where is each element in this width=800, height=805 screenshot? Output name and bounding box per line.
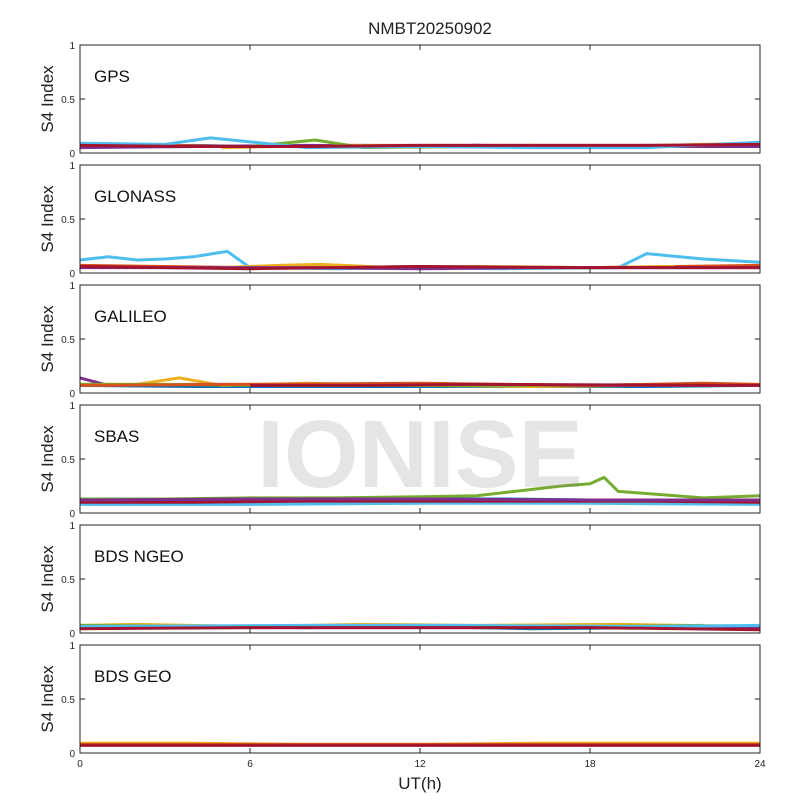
panel-label: BDS NGEO <box>94 547 184 566</box>
y-axis-label: S4 Index <box>38 665 57 733</box>
series-line <box>79 623 761 628</box>
y-axis-label: S4 Index <box>38 425 57 493</box>
x-tick-label: 18 <box>584 759 596 770</box>
panel-bds-ngeo: 0 0.5 1 BDS NGEO S4 Index <box>38 521 761 640</box>
series-line <box>250 382 761 387</box>
series-line <box>79 626 761 632</box>
panel-label: BDS GEO <box>94 667 171 686</box>
axes-frame <box>79 524 761 634</box>
y-axis-label: S4 Index <box>38 305 57 373</box>
y-tick-label: 0.5 <box>61 215 75 226</box>
y-tick-label: 0 <box>69 749 75 760</box>
series-line <box>79 497 760 502</box>
x-tick-label: 24 <box>754 759 766 770</box>
series-line <box>79 142 761 148</box>
panel-label: SBAS <box>94 427 139 446</box>
panel-label: GALILEO <box>94 307 167 326</box>
y-tick-label: 0 <box>69 389 75 400</box>
axes-frame <box>79 644 761 754</box>
y-tick-label: 0 <box>69 509 75 520</box>
y-tick-label: 1 <box>69 41 75 52</box>
y-axis-label: S4 Index <box>38 545 57 613</box>
axes-frame <box>79 44 761 154</box>
series-line <box>80 501 761 506</box>
x-tick-label: 12 <box>414 759 426 770</box>
panel-bds-geo: 0 0.5 1 0 6 12 18 24 BDS GEO S4 Index <box>38 641 766 770</box>
x-axis-label: UT(h) <box>398 774 441 793</box>
y-tick-label: 0.5 <box>61 95 75 106</box>
panel-label: GPS <box>94 67 130 86</box>
x-tick-label: 0 <box>77 759 83 770</box>
series-line <box>79 265 760 271</box>
y-axis-label: S4 Index <box>38 185 57 253</box>
y-axis-label: S4 Index <box>38 65 57 133</box>
y-tick-label: 0.5 <box>61 695 75 706</box>
panel-sbas: 0 0.5 1 SBAS S4 Index <box>38 401 761 520</box>
chart-title: NMBT20250902 <box>368 19 492 38</box>
y-tick-label: 1 <box>69 521 75 532</box>
y-tick-label: 0.5 <box>61 455 75 466</box>
y-tick-label: 0 <box>69 149 75 160</box>
panel-gps: 0 0.5 1 GPS S4 Index <box>38 41 761 160</box>
axes-frame <box>79 284 761 394</box>
y-tick-label: 0.5 <box>61 335 75 346</box>
panel-galileo: 0 0.5 1 GALILEO S4 Index <box>38 281 761 400</box>
y-tick-label: 1 <box>69 401 75 412</box>
y-tick-label: 1 <box>69 641 75 652</box>
y-tick-label: 0.5 <box>61 575 75 586</box>
y-tick-label: 1 <box>69 161 75 172</box>
y-tick-label: 0 <box>69 269 75 280</box>
x-tick-label: 6 <box>247 759 253 770</box>
y-tick-label: 1 <box>69 281 75 292</box>
watermark: IONISE <box>257 401 582 508</box>
panel-label: GLONASS <box>94 187 176 206</box>
y-tick-label: 0 <box>69 629 75 640</box>
panel-glonass: 0 0.5 1 GLONASS S4 Index <box>38 161 761 280</box>
